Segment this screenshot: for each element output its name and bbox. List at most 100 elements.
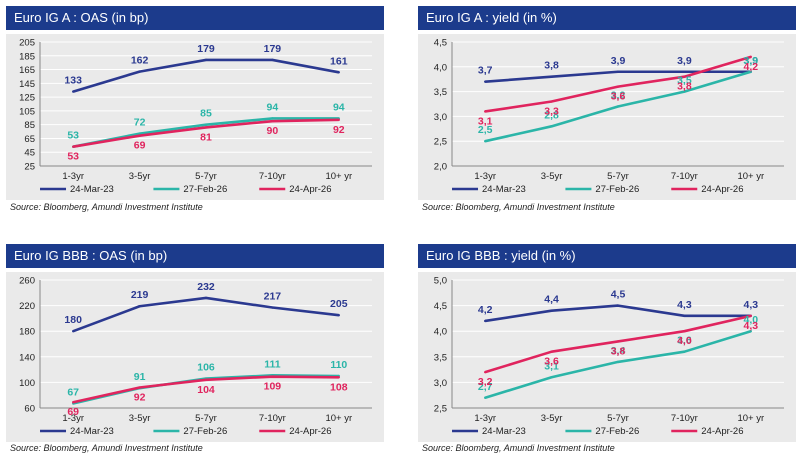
data-label: 180	[64, 314, 82, 326]
legend-label: 27-Feb-26	[595, 426, 639, 437]
data-label: 3,9	[743, 55, 758, 67]
data-point	[204, 378, 208, 382]
data-point	[138, 386, 141, 389]
series-line-0	[485, 70, 751, 83]
x-tick-label: 10+ yr	[325, 171, 352, 182]
data-point	[749, 314, 752, 318]
data-point	[204, 296, 208, 300]
y-tick-label: 145	[19, 79, 35, 90]
data-point	[72, 330, 75, 333]
data-point	[271, 117, 274, 120]
x-tick-label: 1-3yr	[474, 413, 496, 424]
data-label: 91	[134, 371, 146, 383]
legend-label: 24-Apr-26	[289, 184, 331, 195]
data-point	[749, 330, 752, 333]
x-tick-label: 5-7yr	[607, 171, 629, 182]
data-label: 217	[264, 291, 282, 303]
data-point	[484, 140, 487, 143]
data-point	[550, 75, 553, 78]
data-label: 3,1	[544, 360, 559, 372]
x-tick-label: 7-10yr	[259, 413, 286, 424]
data-point	[138, 132, 141, 135]
x-tick-label: 7-10yr	[259, 171, 286, 182]
data-point	[72, 90, 75, 93]
data-point	[271, 375, 274, 378]
chart-panel-bbb-oas: Euro IG BBB : OAS (in bp) 60 100 140 180 220…	[6, 244, 384, 456]
data-label: 53	[67, 130, 79, 142]
data-label: 205	[330, 298, 348, 310]
x-tick-label: 7-10yr	[671, 413, 698, 424]
data-point	[616, 105, 620, 108]
y-tick-label: 4,5	[434, 301, 447, 312]
y-tick-label: 85	[24, 120, 35, 131]
line-chart: 60 100 140 180 220 260 1-3yr 3-5yr 5-7yr 7-10yr 10…	[19, 276, 372, 437]
x-tick-label: 5-7yr	[607, 413, 629, 424]
data-label: 3,6	[677, 335, 692, 347]
y-tick-label: 105	[19, 106, 35, 117]
data-label: 53	[67, 151, 79, 163]
data-point	[337, 118, 340, 122]
legend-label: 24-Mar-23	[482, 184, 526, 195]
y-tick-label: 5,0	[434, 276, 447, 287]
data-point	[683, 70, 686, 73]
data-point	[138, 70, 141, 73]
data-label: 2,8	[544, 109, 559, 121]
data-label: 81	[200, 131, 212, 143]
x-tick-label: 1-3yr	[62, 413, 84, 424]
chart-title: Euro IG BBB : yield (in %)	[418, 244, 796, 268]
data-label: 4,4	[544, 294, 559, 306]
chart-plot-area: 25 45 65 85 105 125 145 165 185 205 1-3yr 3-5yr 5-7y…	[6, 34, 384, 200]
x-tick-label: 1-3yr	[62, 171, 84, 182]
y-tick-label: 100	[19, 378, 35, 389]
data-label: 3,8	[677, 81, 692, 93]
data-label: 3,9	[677, 55, 692, 67]
data-label: 110	[330, 359, 347, 371]
data-point	[337, 376, 340, 379]
data-point	[550, 309, 553, 312]
y-tick-label: 45	[24, 148, 35, 159]
data-point	[683, 90, 686, 93]
y-tick-label: 3,5	[434, 352, 447, 363]
y-tick-label: 4,0	[434, 327, 447, 338]
chart-plot-area: 2,5 3,0 3,5 4,0 4,5 5,0 1-3yr 3-5yr 5-7yr 7-10yr 1…	[418, 272, 796, 442]
x-tick-label: 7-10yr	[671, 171, 698, 182]
data-label: 3,6	[544, 356, 559, 368]
y-tick-label: 185	[19, 51, 35, 62]
x-tick-label: 3-5yr	[541, 171, 563, 182]
data-label: 92	[134, 392, 146, 404]
data-label: 72	[134, 117, 146, 129]
data-point	[484, 80, 487, 83]
data-point	[683, 314, 686, 318]
data-point	[616, 304, 620, 307]
chart-panel-a-oas: Euro IG A : OAS (in bp) 25 45 65 85 105 125 14…	[6, 6, 384, 214]
data-point	[683, 350, 686, 353]
data-point	[337, 314, 340, 317]
data-label: 179	[197, 43, 215, 55]
data-label: 179	[264, 43, 282, 55]
data-point	[72, 145, 75, 148]
data-point	[271, 306, 274, 309]
data-label: 161	[330, 55, 348, 67]
data-label: 94	[267, 101, 279, 113]
data-point	[72, 401, 75, 404]
data-label: 3,8	[544, 60, 559, 72]
data-label: 3,4	[611, 345, 626, 357]
y-tick-label: 3,0	[434, 112, 447, 123]
data-label: 2,5	[478, 124, 493, 136]
data-point	[550, 350, 553, 353]
source-note: Source: Bloomberg, Amundi Investment Ins…	[422, 443, 615, 453]
x-tick-label: 10+ yr	[325, 413, 352, 424]
y-tick-label: 65	[24, 134, 35, 145]
data-point	[204, 126, 208, 129]
data-label: 3,8	[611, 345, 626, 357]
data-label: 3,7	[478, 65, 493, 77]
chart-title: Euro IG A : OAS (in bp)	[6, 6, 384, 30]
data-point	[616, 85, 620, 88]
y-tick-label: 3,5	[434, 87, 447, 98]
data-point	[749, 70, 752, 73]
data-label: 4,5	[611, 289, 626, 301]
y-tick-label: 2,5	[434, 137, 447, 148]
y-tick-label: 180	[19, 327, 35, 338]
y-tick-label: 60	[24, 404, 35, 415]
legend-label: 27-Feb-26	[183, 184, 227, 195]
